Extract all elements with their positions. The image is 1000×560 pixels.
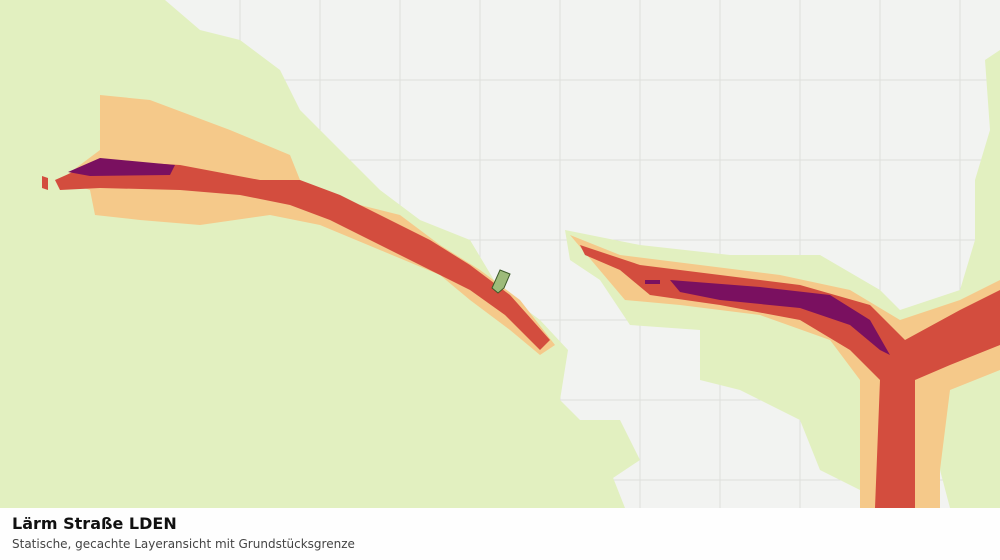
very-high-noise-zone — [68, 158, 890, 355]
low-noise-zone — [0, 0, 1000, 508]
layer-subtitle: Statische, gecachte Layeransicht mit Gru… — [12, 537, 355, 551]
high-noise-zone — [42, 160, 1000, 508]
parcel-boundary — [491, 269, 511, 294]
caption-panel: Lärm Straße LDEN Statische, gecachte Lay… — [0, 508, 1000, 560]
layer-title: Lärm Straße LDEN — [12, 514, 177, 533]
